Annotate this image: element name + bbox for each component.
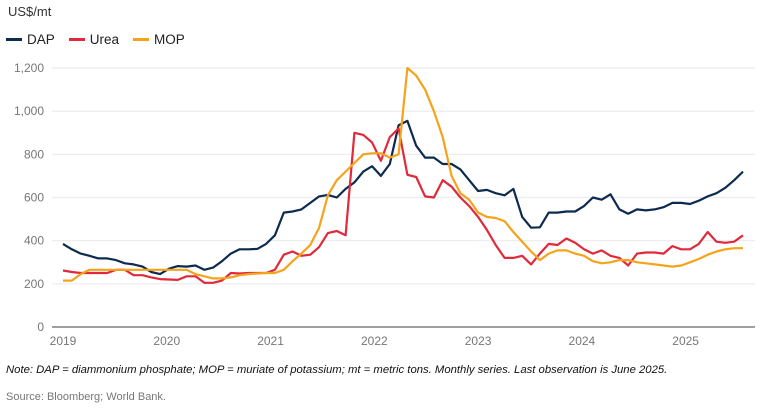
chart-note: Note: DAP = diammonium phosphate; MOP = … xyxy=(6,364,668,376)
y-tick-label: 600 xyxy=(24,191,44,205)
legend-swatch-mop xyxy=(133,38,150,41)
legend-swatch-dap xyxy=(6,38,22,41)
x-tick-label: 2023 xyxy=(465,334,492,348)
legend-item-dap: DAP xyxy=(6,32,55,47)
y-tick-label: 200 xyxy=(24,277,44,291)
y-tick-label: 1,000 xyxy=(14,104,44,118)
legend-label-dap: DAP xyxy=(27,32,55,47)
x-tick-label: 2025 xyxy=(672,334,699,348)
y-axis-ticks: 0 200 400 600 800 1,000 1,200 xyxy=(14,61,44,334)
x-tick-label: 2022 xyxy=(361,334,388,348)
y-tick-label: 800 xyxy=(24,147,44,161)
series-line-mop xyxy=(63,66,743,282)
legend-item-mop: MOP xyxy=(133,32,185,47)
legend-label-mop: MOP xyxy=(154,32,185,47)
chart-source: Source: Bloomberg; World Bank. xyxy=(6,391,166,403)
chart-legend: DAP Urea MOP xyxy=(6,32,185,47)
y-tick-label: 0 xyxy=(37,320,44,334)
x-tick-label: 2019 xyxy=(50,334,77,348)
legend-label-urea: Urea xyxy=(89,32,120,47)
legend-item-urea: Urea xyxy=(68,32,120,47)
line-chart: 0 200 400 600 800 1,000 1,200 2019 2020 2021 2022… xyxy=(14,61,755,348)
y-tick-label: 1,200 xyxy=(14,61,44,75)
x-axis-ticks: 2019 2020 2021 2022 2023 2024 2025 xyxy=(50,334,700,348)
series-line-urea xyxy=(62,127,744,284)
series-line-dap xyxy=(62,119,744,276)
x-tick-label: 2024 xyxy=(569,334,596,348)
x-tick-label: 2021 xyxy=(257,334,284,348)
series-lines xyxy=(62,66,744,284)
x-tick-label: 2020 xyxy=(153,334,180,348)
legend-swatch-urea xyxy=(68,38,85,41)
y-tick-label: 400 xyxy=(24,234,44,248)
y-axis-unit-label: US$/mt xyxy=(8,4,52,19)
